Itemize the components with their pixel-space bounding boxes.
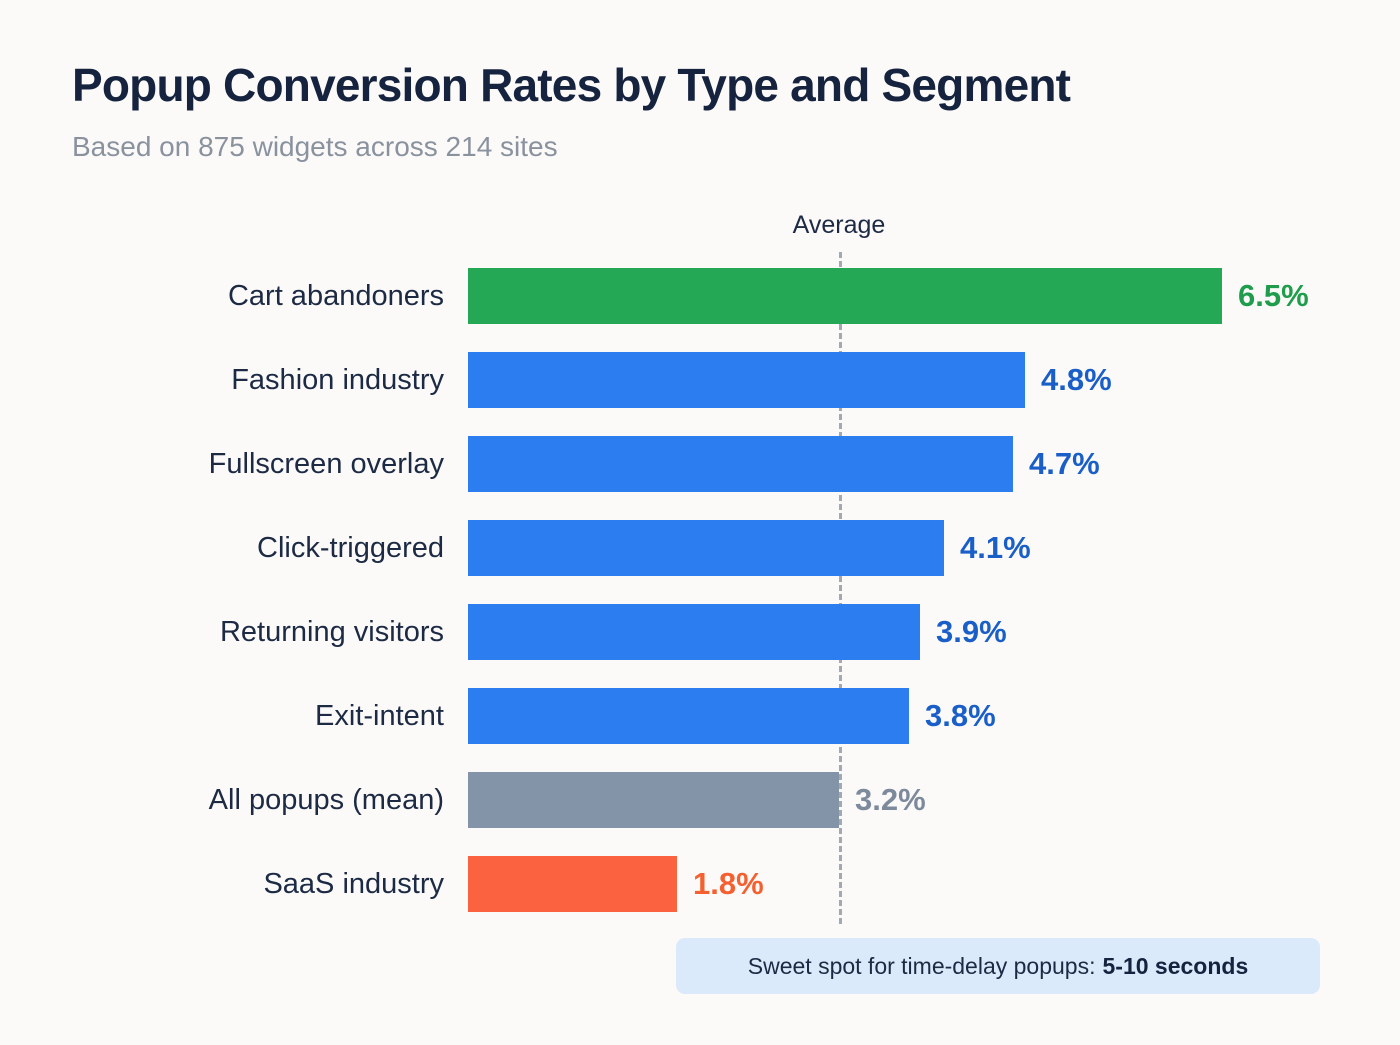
page-subtitle: Based on 875 widgets across 214 sites [72,131,558,162]
bar-row: Fashion industry 4.8% [0,352,1400,408]
average-reference-label: Average [792,211,886,239]
category-label: All popups (mean) [208,784,444,816]
bar[interactable] [468,604,920,660]
bar-value-label: 3.9% [936,614,1007,649]
category-label: Exit-intent [315,700,444,732]
category-label: SaaS industry [263,868,444,900]
bar-row: Returning visitors 3.9% [0,604,1400,660]
bar[interactable] [468,772,839,828]
bar[interactable] [468,688,909,744]
annotation-highlight: 5-10 seconds [1102,952,1249,979]
category-label: Fashion industry [231,364,444,396]
bar-value-label: 6.5% [1238,278,1309,313]
bar-row: SaaS industry 1.8% [0,856,1400,912]
bar[interactable] [468,436,1013,492]
annotation-callout: Sweet spot for time-delay popups: 5-10 s… [676,938,1320,994]
bar-value-label: 4.8% [1041,362,1112,397]
bar-value-label: 4.1% [960,530,1031,565]
category-label: Click-triggered [257,532,444,564]
bar-value-label: 3.8% [925,698,996,733]
bar[interactable] [468,352,1025,408]
bar-row: All popups (mean) 3.2% [0,772,1400,828]
bar-value-label: 4.7% [1029,446,1100,481]
page-title: Popup Conversion Rates by Type and Segme… [72,59,1071,111]
bar-value-label: 3.2% [855,782,926,817]
bar-row: Click-triggered 4.1% [0,520,1400,576]
category-label: Returning visitors [219,616,444,648]
bar-value-label: 1.8% [693,866,764,901]
bar-row: Cart abandoners 6.5% [0,268,1400,324]
bar-row: Fullscreen overlay 4.7% [0,436,1400,492]
average-reference-line [839,252,842,924]
bar[interactable] [468,520,944,576]
category-label: Cart abandoners [227,280,444,312]
category-label: Fullscreen overlay [208,448,444,480]
bar-row: Exit-intent 3.8% [0,688,1400,744]
annotation-text: Sweet spot for time-delay popups: [747,952,1096,979]
bar[interactable] [468,856,677,912]
bar[interactable] [468,268,1222,324]
